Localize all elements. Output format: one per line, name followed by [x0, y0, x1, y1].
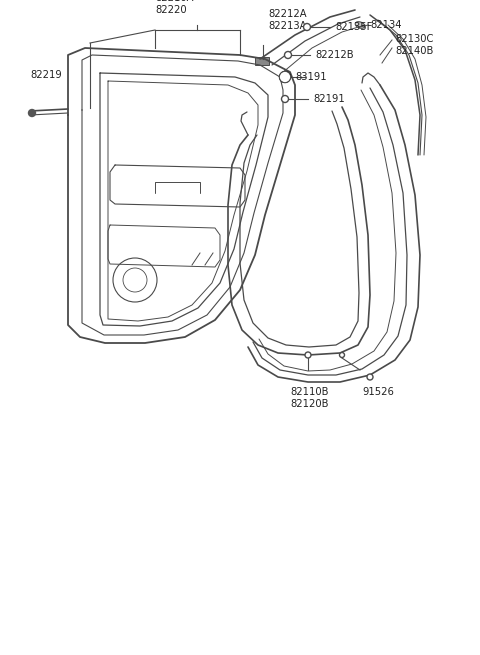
Circle shape	[281, 96, 288, 102]
Text: 82134: 82134	[370, 20, 401, 30]
Text: 82210A
82220: 82210A 82220	[155, 0, 193, 15]
Text: 82110B
82120B: 82110B 82120B	[290, 387, 328, 409]
Circle shape	[367, 374, 373, 380]
Text: 82212A
82213A: 82212A 82213A	[268, 9, 307, 31]
Text: 91526: 91526	[362, 387, 394, 397]
Text: 82135F: 82135F	[335, 22, 372, 32]
Ellipse shape	[355, 22, 365, 28]
Text: 83191: 83191	[295, 72, 326, 82]
Circle shape	[339, 352, 345, 358]
Text: 82191: 82191	[313, 94, 345, 104]
Circle shape	[285, 52, 291, 58]
Text: 82130C
82140B: 82130C 82140B	[395, 34, 433, 56]
Circle shape	[303, 24, 311, 31]
Text: 82219: 82219	[30, 70, 62, 80]
Circle shape	[279, 71, 290, 83]
Circle shape	[279, 71, 290, 83]
Bar	[255, 57, 269, 65]
Circle shape	[305, 352, 311, 358]
Circle shape	[28, 109, 36, 117]
Text: 82212B: 82212B	[315, 50, 354, 60]
